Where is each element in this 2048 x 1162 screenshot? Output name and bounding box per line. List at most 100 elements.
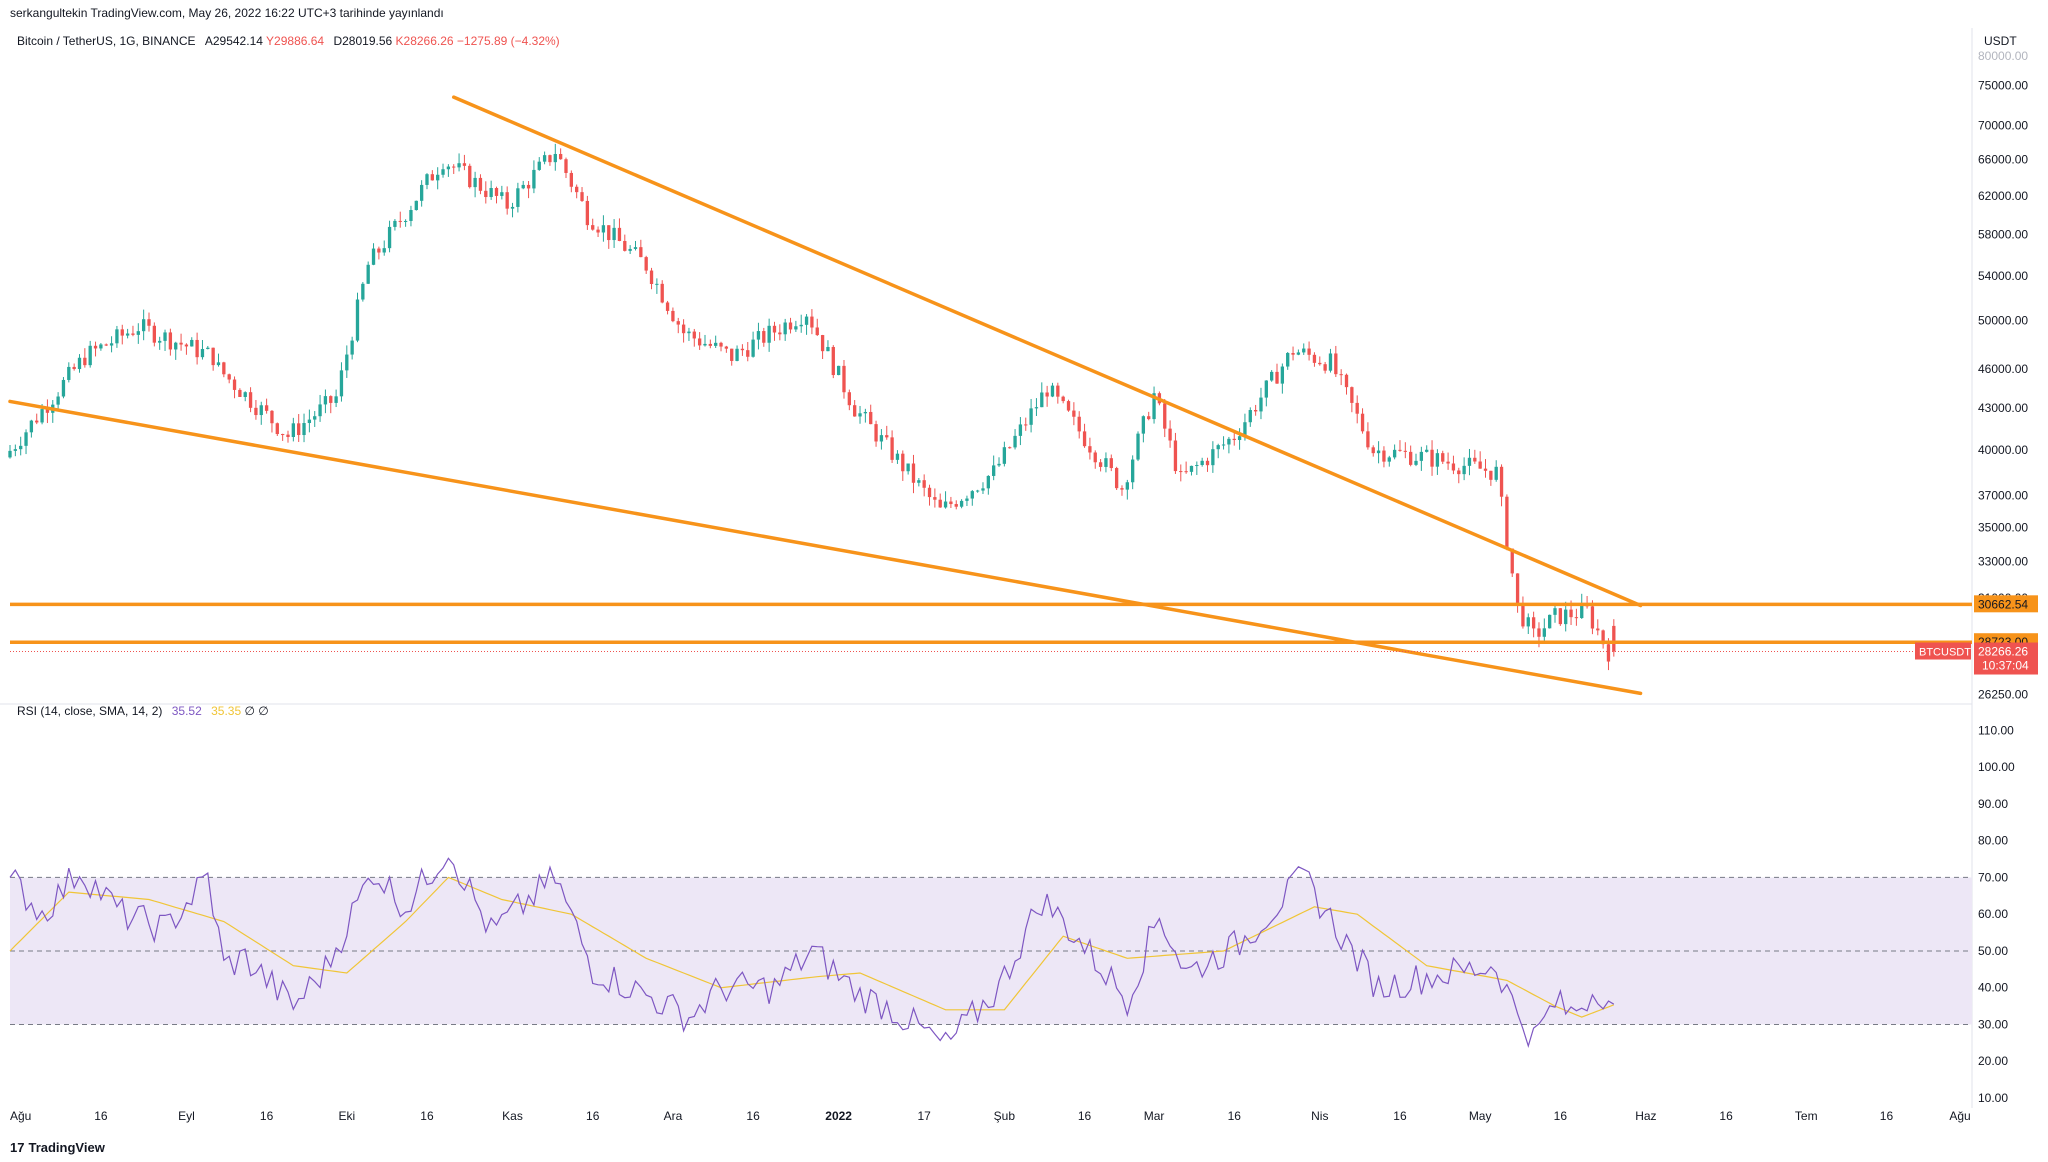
candle-body [1414,460,1418,465]
candle-body [949,501,953,505]
candle-body [313,416,317,420]
candle-body [1120,488,1124,490]
candle-body [1483,468,1488,471]
candle-body [141,319,146,332]
candle-body [1318,362,1322,365]
candle-body [1184,471,1188,473]
rsi-sma-value: 35.35 [211,704,242,718]
candle-body [943,501,948,508]
candle-body [1195,465,1199,467]
candle-body [746,350,750,357]
price-tick-label: 33000.00 [1978,555,2028,569]
candle-body [537,161,541,170]
trendline[interactable] [8,399,1643,696]
candle-body [1350,387,1354,403]
candle-body [409,210,413,221]
candle-body [542,155,547,162]
candle-body [1093,452,1097,463]
candle-body [478,177,483,191]
rsi-tick-label: 60.00 [1978,907,2008,921]
candle-body [1114,468,1119,489]
candle-body [1366,431,1370,448]
candle-body [1355,402,1359,414]
candle-body [93,345,98,349]
trendline[interactable] [451,95,1643,608]
candle-body [623,240,627,251]
candle-body [756,331,761,340]
candle-body [377,248,381,253]
candle-body [109,343,114,346]
candle-body [136,331,140,335]
trendlines[interactable] [8,95,1972,696]
price-tick-label: 54000.00 [1978,269,2028,283]
candle-body [291,423,295,438]
candle-body [1478,461,1482,469]
candle-body [489,188,493,198]
candle-body [735,348,739,361]
candle-body [1553,608,1557,615]
price-tick-label: 70000.00 [1978,118,2028,132]
candle-body [901,453,905,472]
candle-body [462,163,467,166]
candle-body [1446,461,1450,464]
candle-body [1489,470,1493,480]
candle-body [286,434,290,438]
candle-body [1387,457,1391,462]
candle-body [403,220,408,222]
time-tick-label: Eki [338,1109,355,1123]
candle-body [1537,628,1541,637]
rsi-tick-label: 80.00 [1978,834,2008,848]
candle-body [1221,444,1226,446]
candle-body [1205,460,1210,466]
price-tick-label: 26250.00 [1978,687,2028,701]
candle-body [927,487,932,498]
candle-body [917,480,921,483]
candle-body [1136,433,1140,460]
candle-body [425,174,429,185]
candle-body [1430,449,1434,467]
candle-body [1392,449,1397,458]
candle-body [104,344,108,346]
candle-body [1334,353,1338,375]
candle-body [1029,408,1033,425]
candle-body [521,184,525,189]
candle-body [564,159,568,173]
symbol-name[interactable]: Bitcoin / TetherUS, 1G, BINANCE [17,34,196,48]
candle-body [804,316,809,325]
candle-body [526,184,531,189]
time-tick-label: 17 [917,1109,931,1123]
time-tick-label: 16 [1393,1109,1407,1123]
price-tick-label: 62000.00 [1978,189,2028,203]
rsi-tick-label: 90.00 [1978,797,2008,811]
candle-body [254,407,258,416]
price-tick-label: 75000.00 [1978,78,2028,92]
candle-body [1147,416,1151,420]
candle-body [580,192,584,201]
candle-body [473,177,477,188]
low-value: D28019.56 [333,34,393,48]
candle-body [1344,374,1349,388]
candle-body [248,392,253,408]
candle-body [558,153,563,160]
candle-body [794,326,798,330]
candle-body [965,498,969,501]
tradingview-brand[interactable]: 17 TradingView [10,1140,105,1155]
candle-body [24,432,28,446]
candle-body [1398,449,1402,451]
candle-body [270,410,274,424]
candle-body [227,374,231,380]
candle-body [697,338,702,346]
candle-body [1515,573,1520,604]
candle-body [387,226,392,249]
candle-body [906,463,910,472]
candle-body [1280,366,1285,384]
time-tick-label: Nis [1311,1109,1328,1123]
rsi-label[interactable]: RSI (14, close, SMA, 14, 2) [17,704,163,718]
candle-body [1275,371,1279,384]
price-tick-label: 50000.00 [1978,314,2028,328]
candle-body [510,206,515,209]
candle-body [1521,603,1525,627]
candle-body [1371,447,1375,454]
candle-body [981,488,985,491]
